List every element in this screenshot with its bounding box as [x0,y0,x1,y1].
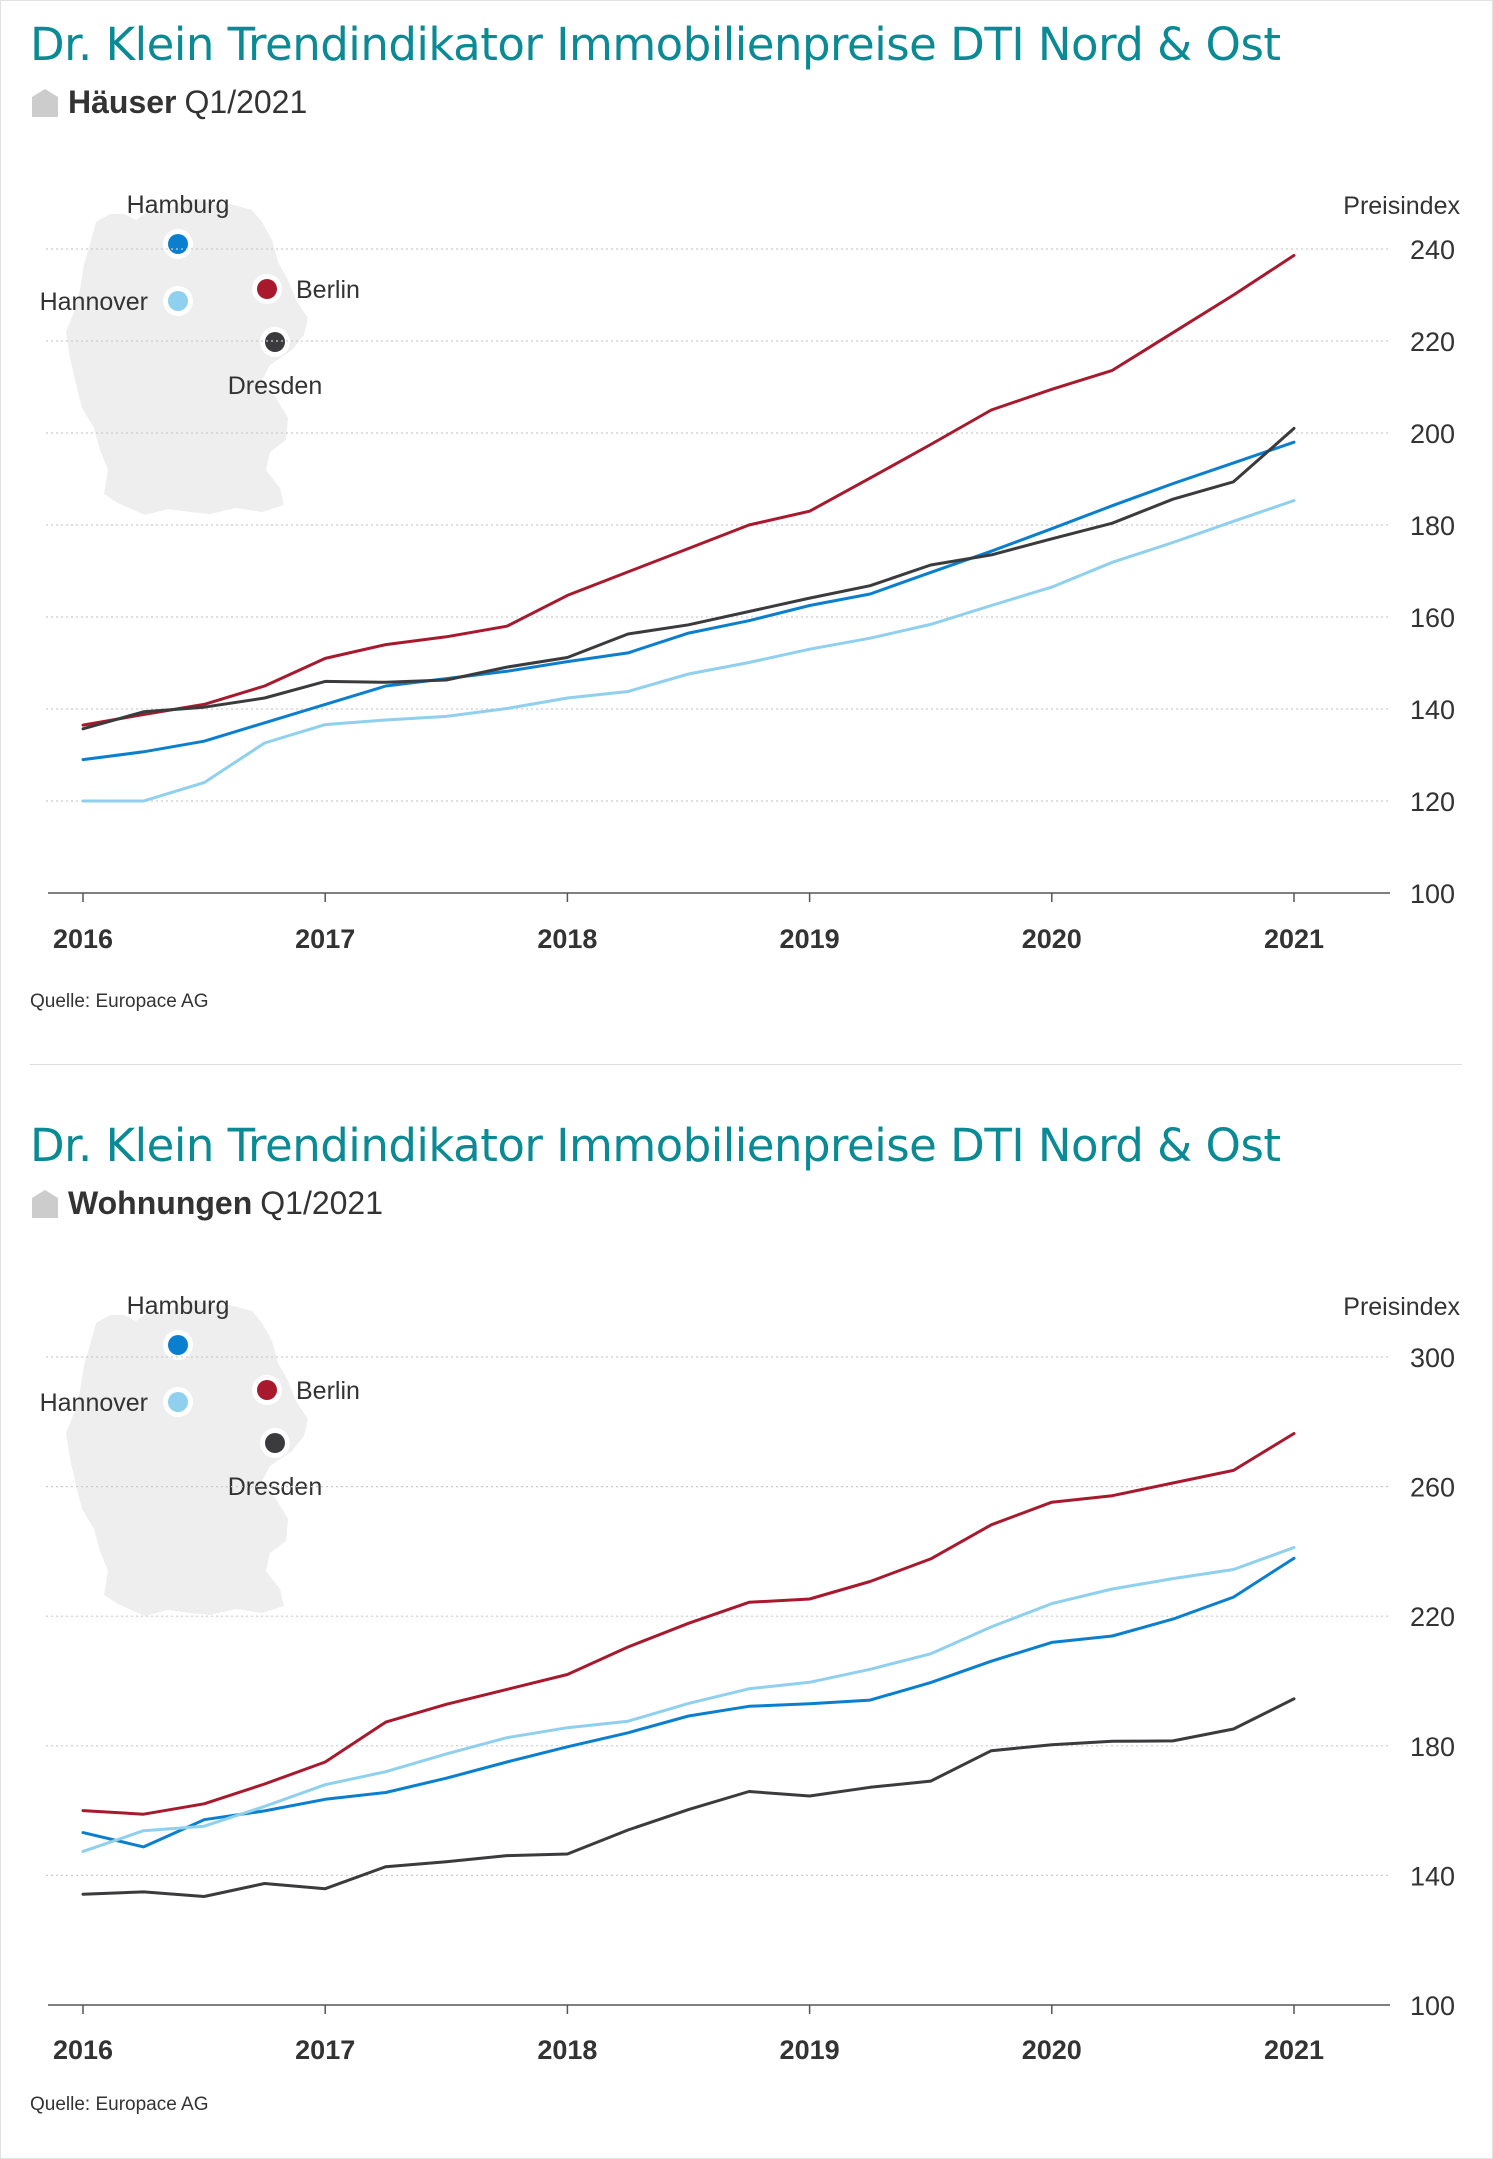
legend-item-hannover: Hannover [40,1387,193,1417]
x-tick-label: 2020 [1022,2035,1082,2065]
chart-subtitle: Häuser Q1/2021 [32,84,307,121]
house-icon [32,1189,58,1218]
series-line-hannover [81,499,1296,803]
x-tick-label: 2019 [780,2035,840,2065]
blue-dot-icon [168,234,188,254]
dark-dot-icon [265,332,285,352]
legend-label: Dresden [228,372,323,400]
y-tick-label: 300 [1410,1343,1455,1373]
subtitle-category: Wohnungen [68,1185,253,1221]
section-divider [30,1064,1462,1065]
series-line-berlin [81,253,1296,727]
legend-label: Hannover [40,288,148,316]
germany-map: Hamburg Hannover Berlin Dresden [40,191,360,515]
series-line-hannover [81,1546,1296,1853]
chart-title: Dr. Klein Trendindikator Immobilienpreis… [30,18,1281,71]
legend-item-hannover: Hannover [40,286,193,316]
source-note: Quelle: Europace AG [30,2094,209,2115]
x-tick-label: 2017 [295,924,355,954]
house-icon [32,88,58,117]
legend-label: Berlin [296,276,360,304]
x-tick-label: 2018 [537,2035,597,2065]
x-tick-label: 2016 [53,924,113,954]
chart-title: Dr. Klein Trendindikator Immobilienpreis… [30,1119,1281,1172]
subtitle-category: Häuser [68,84,177,120]
lightblue-dot-icon [168,291,188,311]
x-tick-label: 2016 [53,2035,113,2065]
series-line-berlin [81,1432,1296,1816]
y-tick-label: 220 [1410,327,1455,357]
legend-label: Hamburg [127,1292,230,1320]
y-tick-label: 220 [1410,1602,1455,1632]
y-axis-label: Preisindex [1343,1293,1460,1321]
legend-item-berlin: Berlin [252,274,360,304]
x-tick-label: 2017 [295,2035,355,2065]
y-tick-label: 260 [1410,1473,1455,1503]
subtitle-period: Q1/2021 [260,1185,384,1221]
y-tick-label: 160 [1410,603,1455,633]
x-tick-label: 2021 [1264,924,1324,954]
red-dot-icon [257,279,277,299]
legend-item-berlin: Berlin [252,1375,360,1405]
series-line-dresden [81,1697,1296,1898]
y-tick-label: 100 [1410,1991,1455,2021]
y-tick-label: 200 [1410,419,1455,449]
y-tick-label: 140 [1410,695,1455,725]
source-note: Quelle: Europace AG [30,991,209,1012]
y-axis-label: Preisindex [1343,192,1460,220]
chart-subtitle: Wohnungen Q1/2021 [32,1185,383,1222]
red-dot-icon [257,1380,277,1400]
lightblue-dot-icon [168,1392,188,1412]
legend-label: Hannover [40,1389,148,1417]
germany-map-shape [66,1300,308,1616]
y-tick-label: 100 [1410,879,1455,909]
y-tick-label: 120 [1410,787,1455,817]
x-tick-label: 2018 [537,924,597,954]
line-chart-houses: Hamburg Hannover Berlin Dresden 100 120 140 160… [40,191,1461,954]
x-tick-label: 2019 [780,924,840,954]
legend-label: Berlin [296,1377,360,1405]
y-tick-label: 180 [1410,511,1455,541]
series-line-dresden [81,426,1296,731]
legend-label: Hamburg [127,191,230,219]
germany-map-shape [66,199,308,515]
series-line-hamburg [81,1556,1296,1849]
x-tick-label: 2021 [1264,2035,1324,2065]
y-tick-label: 180 [1410,1732,1455,1762]
dark-dot-icon [265,1433,285,1453]
subtitle-period: Q1/2021 [184,84,308,120]
series-line-hamburg [81,440,1296,762]
legend-item-hamburg: Hamburg [127,1292,230,1360]
x-tick-label: 2020 [1022,924,1082,954]
blue-dot-icon [168,1335,188,1355]
legend-item-dresden: Dresden [228,327,323,400]
y-tick-label: 140 [1410,1861,1455,1891]
y-tick-label: 240 [1410,235,1455,265]
